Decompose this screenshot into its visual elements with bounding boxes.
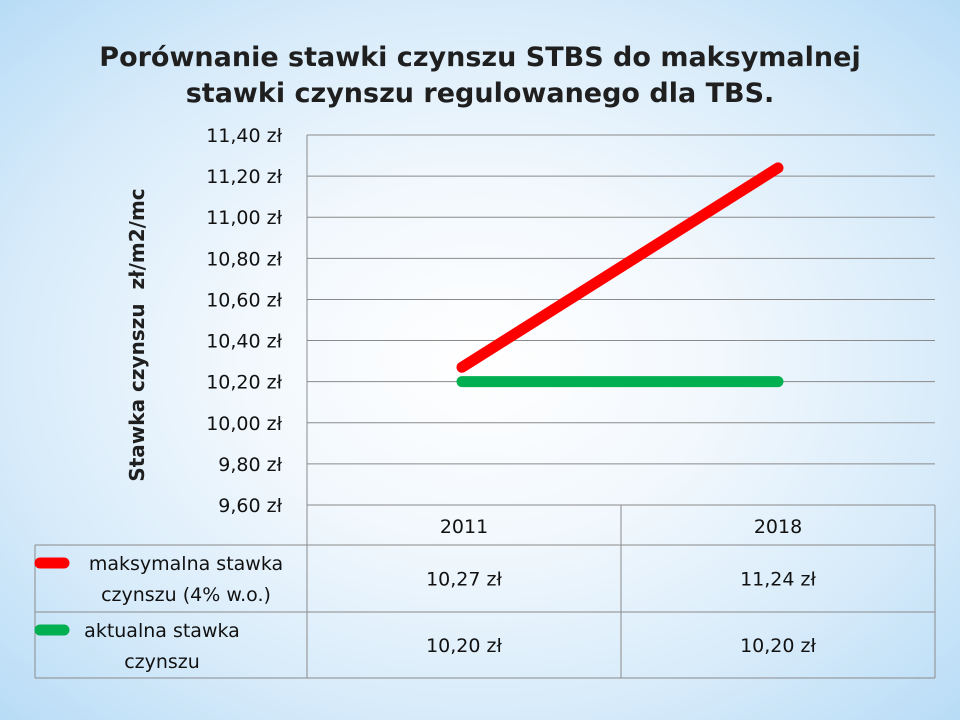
y-axis-ticks: 9,60 zł 9,80 zł 10,00 zł 10,20 zł 10,40 zł 10… — [206, 125, 282, 517]
legend-entry-label: maksymalna stawka — [89, 553, 283, 575]
data-value-label: 10,20 zł — [426, 635, 502, 657]
y-tick-label: 10,00 zł — [206, 413, 282, 435]
y-tick-label: 11,40 zł — [206, 125, 282, 147]
legend-entry-label: czynszu (4% w.o.) — [101, 584, 271, 606]
y-tick-label: 9,80 zł — [218, 454, 282, 476]
series-line — [456, 162, 784, 373]
gridlines — [306, 134, 935, 505]
chart-title: Porównanie stawki czynszu STBS do maksym… — [60, 40, 900, 112]
y-tick-label: 11,00 zł — [206, 207, 282, 229]
y-tick-label: 10,40 zł — [206, 331, 282, 353]
data-value-label: 11,24 zł — [740, 569, 816, 591]
x-category-label: 2011 — [440, 516, 488, 538]
y-tick-label: 10,80 zł — [206, 248, 282, 270]
y-tick-label: 10,20 zł — [206, 372, 282, 394]
series-lines — [456, 162, 784, 388]
data-value-label: 10,27 zł — [426, 569, 502, 591]
data-value-label: 10,20 zł — [740, 635, 816, 657]
y-tick-label: 9,60 zł — [218, 495, 282, 517]
legend-entry-label: czynszu — [124, 651, 200, 673]
legend-entry-label: aktualna stawka — [84, 620, 240, 642]
y-tick-label: 11,20 zł — [206, 166, 282, 188]
x-category-label: 2018 — [754, 516, 802, 538]
chart-title-line-2: stawki czynszu regulowanego dla TBS. — [185, 78, 775, 109]
data-table: 2011 2018 maksymalna stawka czynszu (4% w.o… — [34, 504, 936, 679]
y-tick-label: 10,60 zł — [206, 289, 282, 311]
chart-title-line-1: Porównanie stawki czynszu STBS do maksym… — [99, 42, 861, 73]
